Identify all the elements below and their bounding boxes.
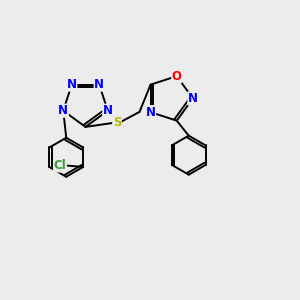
Text: O: O [172, 70, 182, 83]
Text: N: N [58, 104, 68, 117]
Text: N: N [67, 78, 77, 91]
Text: N: N [146, 106, 156, 119]
Text: S: S [113, 116, 121, 129]
Text: N: N [103, 104, 113, 117]
Text: N: N [94, 78, 104, 91]
Text: N: N [188, 92, 198, 105]
Text: Cl: Cl [54, 159, 66, 172]
